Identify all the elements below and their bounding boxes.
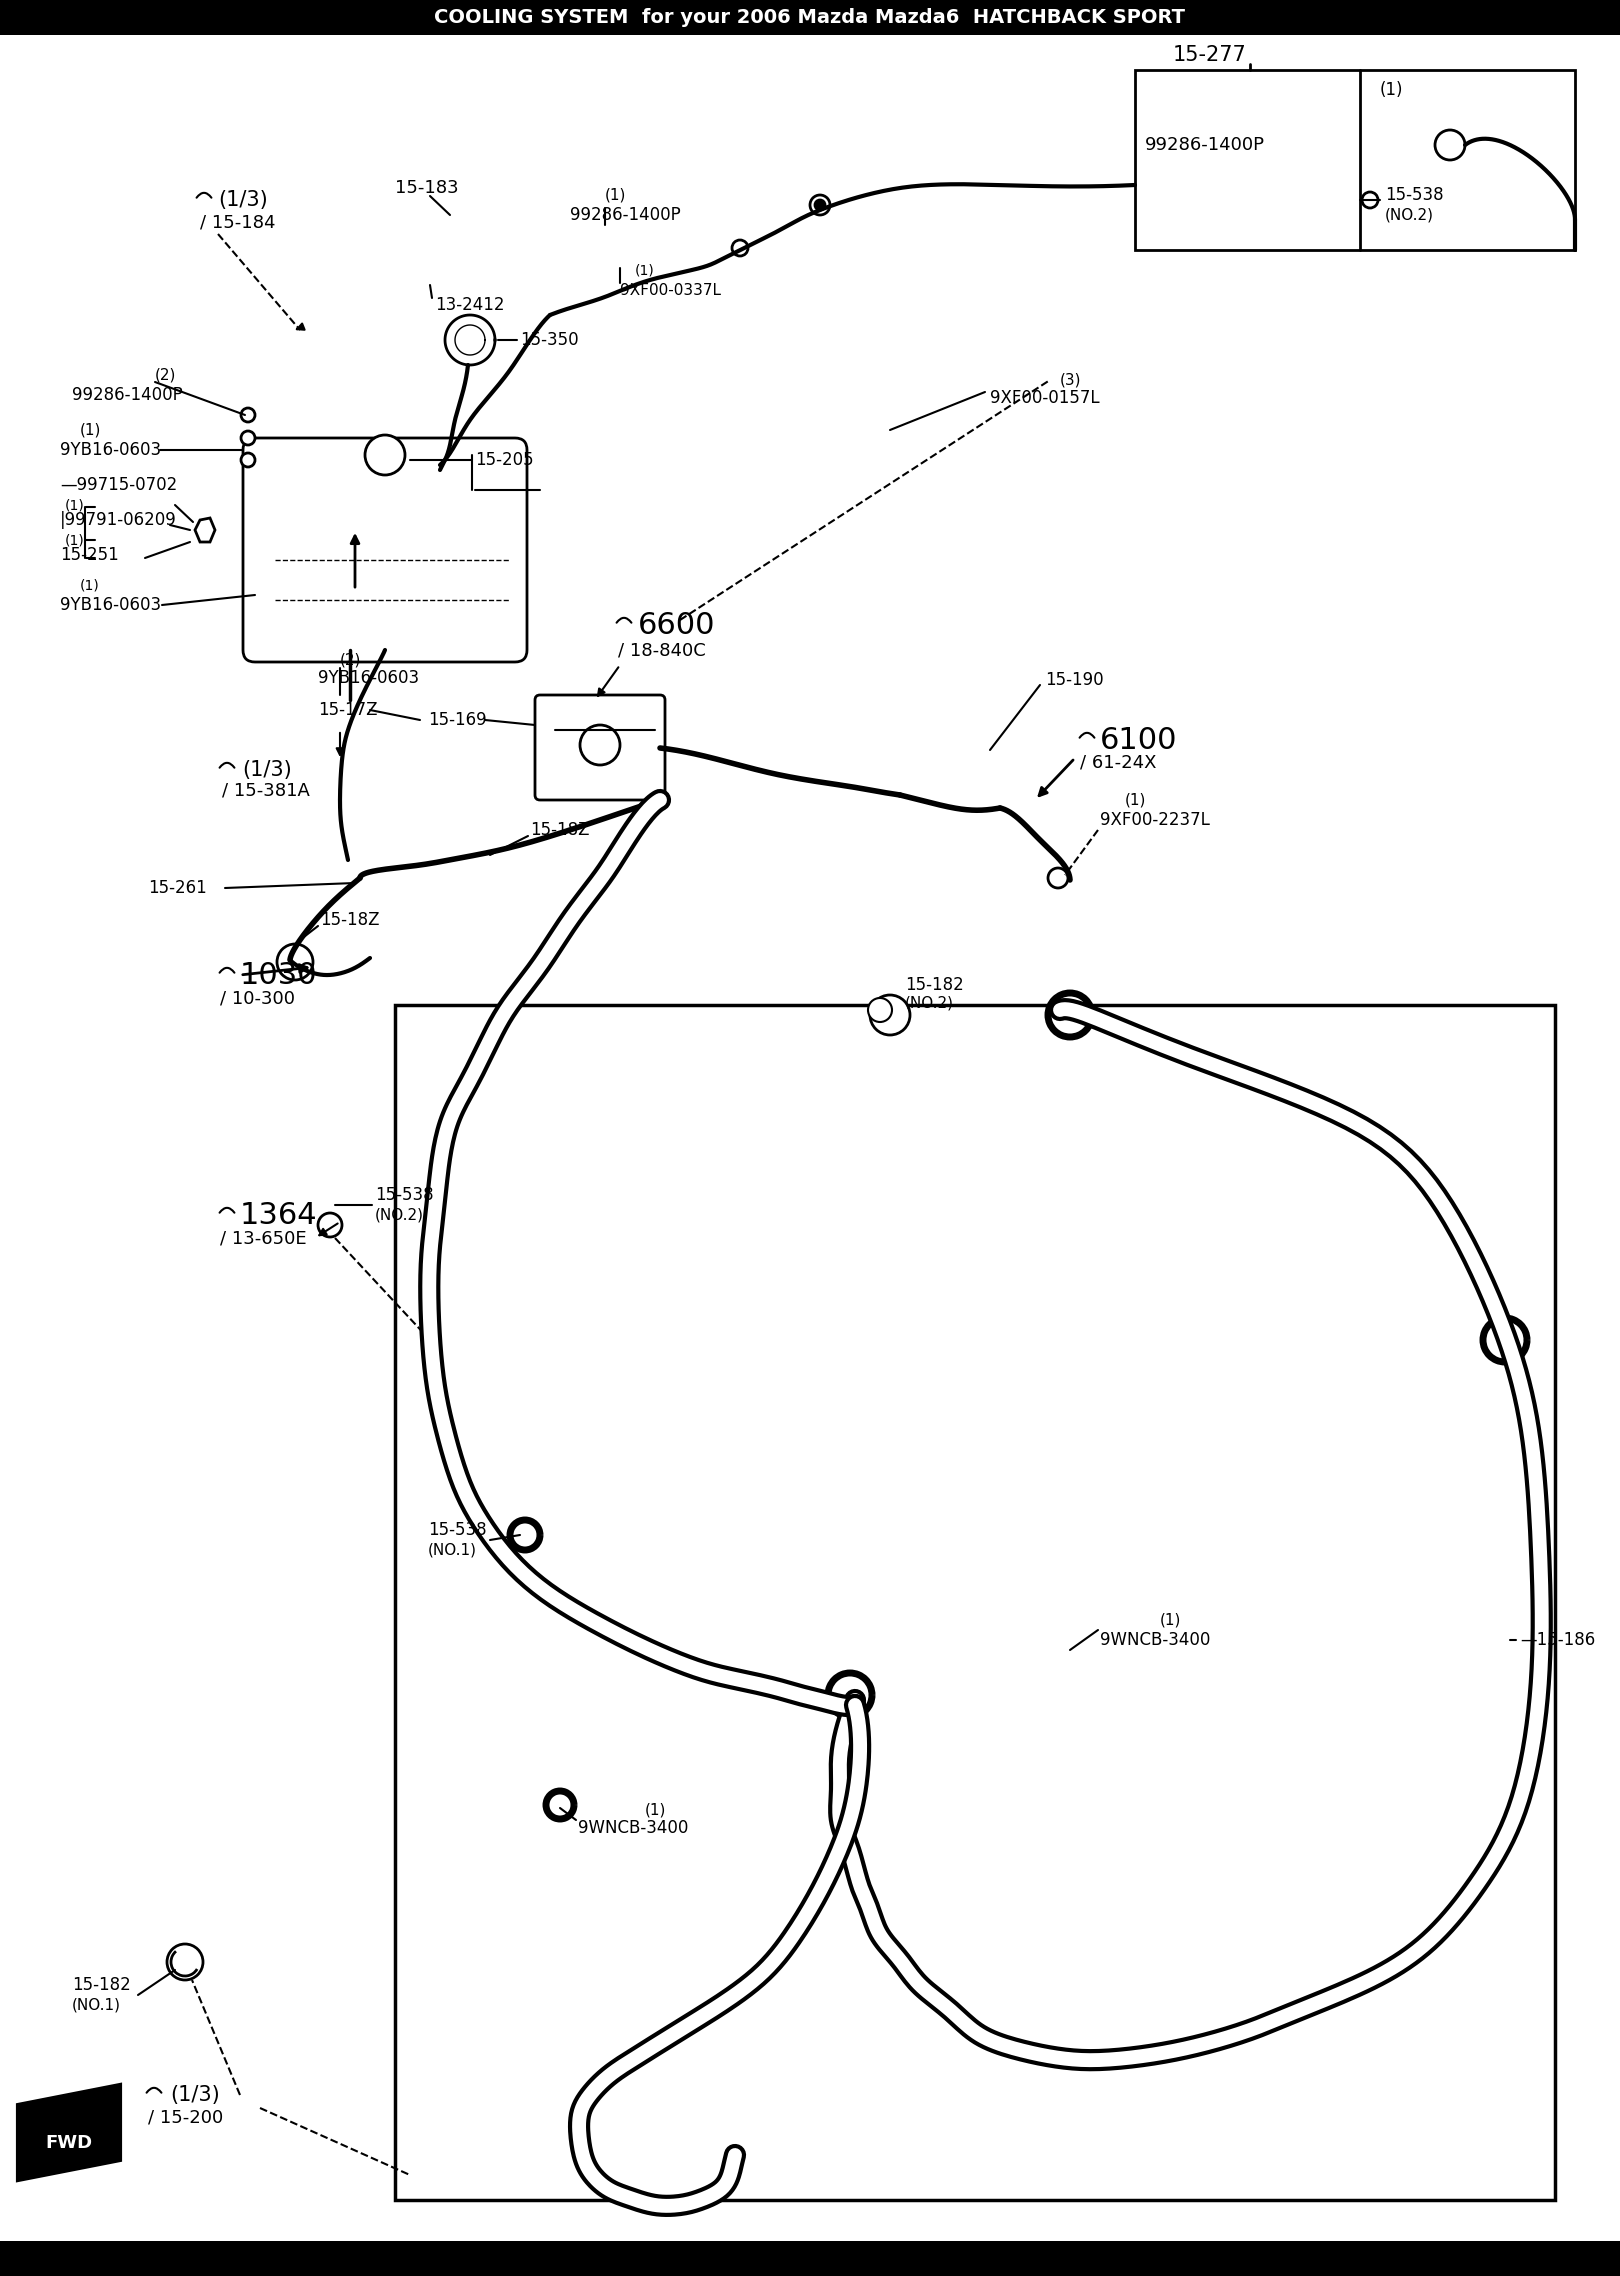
Text: 15-18Z: 15-18Z bbox=[530, 822, 590, 840]
Circle shape bbox=[1048, 867, 1068, 888]
Text: 15-350: 15-350 bbox=[520, 330, 578, 348]
Text: (1): (1) bbox=[79, 423, 102, 437]
Text: 15-169: 15-169 bbox=[428, 710, 486, 728]
Text: / 15-184: / 15-184 bbox=[199, 214, 275, 230]
Text: / 61-24X: / 61-24X bbox=[1081, 753, 1157, 772]
Text: —15-186: —15-186 bbox=[1520, 1632, 1596, 1650]
Text: |99791-06209: |99791-06209 bbox=[60, 512, 177, 528]
Text: (NO.2): (NO.2) bbox=[1385, 207, 1434, 223]
Text: (1): (1) bbox=[1124, 792, 1147, 808]
Circle shape bbox=[732, 239, 748, 255]
Text: 15-183: 15-183 bbox=[395, 180, 458, 198]
Text: 9YB16-0603: 9YB16-0603 bbox=[60, 442, 160, 460]
Text: (1): (1) bbox=[1380, 82, 1403, 98]
Text: (1/3): (1/3) bbox=[219, 189, 267, 209]
Text: 6100: 6100 bbox=[1100, 726, 1178, 756]
Text: (1): (1) bbox=[65, 533, 84, 546]
Text: COOLING SYSTEM  for your 2006 Mazda Mazda6  HATCHBACK SPORT: COOLING SYSTEM for your 2006 Mazda Mazda… bbox=[434, 7, 1186, 27]
Text: FWD: FWD bbox=[45, 2135, 92, 2153]
FancyBboxPatch shape bbox=[243, 437, 526, 662]
Text: 99286-1400P: 99286-1400P bbox=[71, 387, 183, 405]
Circle shape bbox=[241, 430, 254, 446]
Polygon shape bbox=[194, 519, 215, 542]
Text: 15-538: 15-538 bbox=[1385, 187, 1443, 205]
Circle shape bbox=[318, 1213, 342, 1236]
Text: 15-18Z: 15-18Z bbox=[321, 910, 379, 929]
Text: (2): (2) bbox=[156, 366, 177, 382]
Text: / 18-840C: / 18-840C bbox=[617, 642, 706, 660]
Text: 9XF00-2237L: 9XF00-2237L bbox=[1100, 810, 1210, 828]
Text: (3): (3) bbox=[1059, 373, 1082, 387]
Circle shape bbox=[277, 945, 313, 981]
Text: 15-205: 15-205 bbox=[475, 451, 533, 469]
Text: 15-538: 15-538 bbox=[374, 1186, 434, 1204]
Text: (1/3): (1/3) bbox=[241, 760, 292, 781]
Circle shape bbox=[167, 1944, 202, 1980]
Text: / 10-300: / 10-300 bbox=[220, 990, 295, 1006]
Text: (1/3): (1/3) bbox=[170, 2085, 220, 2105]
Text: (2): (2) bbox=[340, 653, 361, 667]
Circle shape bbox=[364, 435, 405, 476]
Text: (1): (1) bbox=[645, 1803, 666, 1819]
Text: / 15-381A: / 15-381A bbox=[222, 781, 309, 799]
Text: 15-251: 15-251 bbox=[60, 546, 118, 564]
Text: 9YB16-0603: 9YB16-0603 bbox=[318, 669, 420, 687]
Text: 9WNCB-3400: 9WNCB-3400 bbox=[578, 1819, 688, 1837]
Bar bbox=[0, 2242, 1620, 2276]
Text: 9YB16-0603: 9YB16-0603 bbox=[60, 596, 160, 615]
Circle shape bbox=[1435, 130, 1464, 159]
Circle shape bbox=[815, 200, 825, 209]
Text: (NO.2): (NO.2) bbox=[374, 1209, 424, 1222]
Text: 15-190: 15-190 bbox=[1045, 671, 1103, 690]
Text: (1): (1) bbox=[604, 187, 627, 203]
Text: 99286-1400P: 99286-1400P bbox=[570, 207, 680, 223]
Text: 9XF00-0157L: 9XF00-0157L bbox=[990, 389, 1100, 407]
Bar bbox=[1136, 71, 1575, 250]
Circle shape bbox=[241, 453, 254, 467]
Circle shape bbox=[870, 995, 910, 1036]
Text: 1364: 1364 bbox=[240, 1199, 318, 1229]
Bar bbox=[0, 0, 1620, 34]
Text: / 15-200: / 15-200 bbox=[147, 2110, 224, 2128]
Circle shape bbox=[810, 196, 829, 214]
Text: 13-2412: 13-2412 bbox=[436, 296, 504, 314]
Text: / 13-650E: / 13-650E bbox=[220, 1229, 306, 1247]
Text: 1030: 1030 bbox=[240, 960, 318, 990]
FancyBboxPatch shape bbox=[535, 694, 664, 799]
Text: 15-182: 15-182 bbox=[906, 976, 964, 995]
Text: 15-17Z: 15-17Z bbox=[318, 701, 377, 719]
Text: 6600: 6600 bbox=[638, 610, 716, 640]
Text: 15-182: 15-182 bbox=[71, 1976, 131, 1994]
Text: (NO.2): (NO.2) bbox=[906, 995, 954, 1011]
Text: —99715-0702: —99715-0702 bbox=[60, 476, 177, 494]
Bar bbox=[395, 1006, 1555, 2201]
Circle shape bbox=[580, 726, 620, 765]
Text: (1): (1) bbox=[79, 578, 100, 592]
Text: 99286-1400P: 99286-1400P bbox=[1145, 137, 1265, 155]
Circle shape bbox=[1362, 191, 1379, 207]
Text: 15-261: 15-261 bbox=[147, 879, 207, 897]
Text: (1): (1) bbox=[635, 264, 654, 278]
Text: (1): (1) bbox=[65, 498, 84, 512]
Text: 15-538: 15-538 bbox=[428, 1520, 486, 1539]
Text: 9XF00-0337L: 9XF00-0337L bbox=[620, 282, 721, 298]
Text: (NO.1): (NO.1) bbox=[428, 1543, 476, 1557]
Circle shape bbox=[241, 407, 254, 421]
Text: 15-277: 15-277 bbox=[1173, 46, 1247, 66]
Text: (1): (1) bbox=[1160, 1611, 1181, 1627]
Polygon shape bbox=[18, 2085, 120, 2180]
Text: (NO.1): (NO.1) bbox=[71, 1998, 122, 2012]
Text: 9WNCB-3400: 9WNCB-3400 bbox=[1100, 1632, 1210, 1650]
Circle shape bbox=[868, 997, 893, 1022]
